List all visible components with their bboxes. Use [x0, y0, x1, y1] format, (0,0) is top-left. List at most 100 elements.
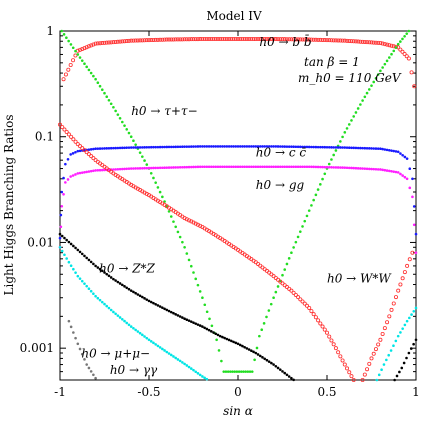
- data-point: [334, 166, 338, 169]
- data-point: [258, 37, 263, 42]
- data-point: [98, 168, 102, 172]
- data-point: [254, 351, 258, 355]
- data-point: [320, 324, 325, 329]
- data-point: [409, 70, 414, 75]
- data-point: [304, 303, 309, 308]
- data-point: [341, 135, 344, 139]
- data-point: [350, 119, 353, 122]
- data-point: [169, 215, 173, 218]
- data-point: [76, 248, 80, 252]
- data-point: [158, 190, 162, 194]
- data-point: [198, 37, 203, 42]
- data-point: [62, 176, 65, 180]
- data-point: [115, 39, 120, 44]
- data-point: [185, 165, 189, 169]
- data-point: [389, 307, 394, 312]
- data-point: [331, 342, 336, 347]
- data-point: [181, 145, 184, 149]
- data-point: [251, 37, 256, 42]
- data-point: [309, 309, 314, 314]
- data-point: [361, 146, 364, 150]
- data-point: [69, 153, 72, 156]
- data-point: [390, 169, 393, 173]
- data-point: [183, 317, 186, 321]
- data-point: [103, 271, 106, 274]
- data-point: [174, 356, 177, 360]
- data-point: [396, 150, 400, 154]
- data-point: [165, 308, 169, 312]
- data-point: [196, 283, 200, 287]
- data-point: [141, 295, 144, 299]
- data-point: [345, 127, 349, 130]
- series-3: [58, 165, 418, 254]
- data-point: [86, 44, 91, 49]
- data-point: [260, 328, 264, 332]
- data-point: [116, 280, 120, 284]
- data-point: [216, 145, 220, 148]
- data-point: [371, 40, 376, 45]
- data-point: [143, 335, 146, 338]
- data-point: [85, 170, 88, 174]
- data-point: [92, 169, 95, 173]
- data-point: [143, 146, 146, 149]
- data-point: [172, 355, 175, 358]
- data-point: [312, 145, 315, 149]
- data-point: [238, 343, 242, 347]
- data-point: [278, 165, 282, 169]
- data-point: [127, 287, 131, 291]
- data-point: [376, 73, 380, 76]
- data-point: [374, 76, 378, 80]
- data-point: [292, 145, 295, 149]
- data-point: [290, 145, 293, 148]
- data-point: [238, 165, 242, 169]
- data-point: [94, 294, 97, 298]
- data-point: [367, 88, 371, 91]
- data-point: [87, 148, 91, 151]
- data-point: [258, 165, 262, 169]
- data-point: [347, 38, 352, 43]
- data-point: [408, 167, 412, 171]
- data-point: [296, 295, 301, 300]
- data-point: [72, 331, 75, 334]
- data-point: [113, 39, 118, 44]
- data-point: [309, 37, 314, 42]
- data-point: [203, 376, 206, 380]
- data-point: [83, 170, 86, 174]
- data-point: [253, 358, 256, 362]
- data-point: [89, 289, 93, 293]
- data-point: [172, 311, 175, 315]
- data-point: [338, 354, 343, 359]
- data-point: [205, 165, 209, 169]
- data-point: [250, 165, 253, 169]
- data-point: [76, 53, 80, 56]
- data-point: [405, 263, 410, 268]
- data-point: [83, 148, 86, 152]
- data-point: [187, 319, 191, 322]
- data-point: [241, 145, 244, 148]
- data-point: [132, 167, 135, 170]
- data-point: [165, 166, 169, 169]
- data-point: [272, 363, 275, 366]
- data-point: [412, 309, 416, 313]
- data-point: [112, 310, 115, 314]
- data-point: [310, 204, 313, 207]
- data-point: [329, 38, 334, 43]
- data-point: [218, 165, 222, 169]
- data-point: [287, 375, 291, 378]
- data-point: [318, 321, 323, 326]
- data-point: [256, 145, 260, 148]
- data-point: [280, 37, 285, 42]
- data-point: [78, 149, 82, 153]
- data-point: [58, 236, 62, 240]
- data-point: [362, 372, 367, 377]
- data-point: [145, 163, 149, 166]
- data-point: [138, 294, 142, 298]
- data-point: [69, 264, 73, 268]
- data-point: [253, 37, 258, 42]
- data-point: [307, 305, 312, 310]
- data-point: [203, 303, 207, 307]
- data-point: [132, 290, 135, 294]
- data-point: [351, 39, 356, 44]
- data-point: [174, 225, 177, 229]
- data-point: [224, 37, 229, 42]
